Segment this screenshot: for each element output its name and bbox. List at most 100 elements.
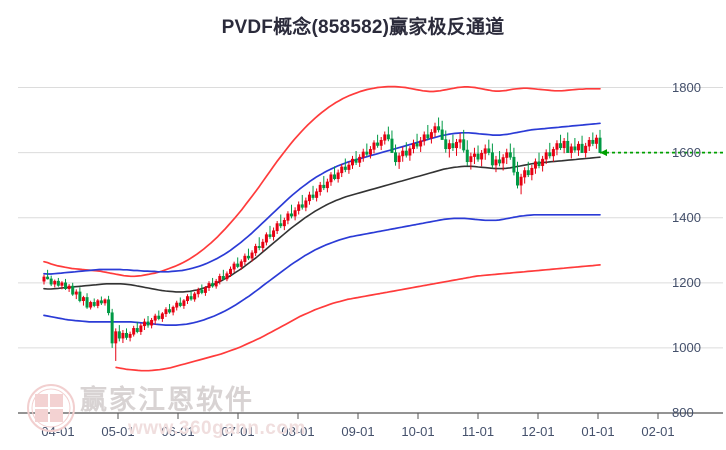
candle-body bbox=[92, 302, 96, 306]
candle-body bbox=[440, 129, 444, 140]
candle-body bbox=[78, 291, 82, 302]
candle-body bbox=[239, 261, 243, 267]
x-axis-tick-label: 02-01 bbox=[641, 424, 675, 439]
candle-body bbox=[397, 155, 401, 163]
candle-body bbox=[512, 156, 516, 173]
candle-body bbox=[483, 148, 487, 154]
candle-body bbox=[264, 234, 268, 243]
candle-body bbox=[132, 328, 136, 335]
candle-body bbox=[307, 194, 311, 202]
candle-body bbox=[175, 302, 179, 308]
candle-body bbox=[125, 332, 129, 338]
band-line bbox=[115, 264, 601, 372]
candle-body bbox=[279, 223, 283, 227]
candle-body bbox=[110, 312, 114, 344]
candle-body bbox=[139, 325, 143, 332]
candle-body bbox=[150, 319, 154, 326]
candle-body bbox=[576, 143, 580, 151]
candle-body bbox=[117, 331, 121, 339]
candle-body bbox=[268, 234, 272, 237]
candle-body bbox=[236, 263, 240, 267]
candle-body bbox=[49, 278, 53, 285]
candle-body bbox=[64, 282, 68, 289]
candle-body bbox=[548, 152, 552, 157]
candle-body bbox=[103, 299, 107, 304]
band-line bbox=[43, 85, 601, 278]
candle-body bbox=[523, 170, 527, 178]
candle-body bbox=[207, 283, 211, 289]
y-axis-tick-label: 1600 bbox=[672, 144, 701, 160]
candle-body bbox=[157, 315, 161, 319]
candle-body bbox=[71, 285, 75, 295]
candle-body bbox=[566, 140, 570, 153]
candle-body bbox=[390, 138, 394, 153]
candle-body bbox=[433, 126, 437, 133]
candle-body bbox=[411, 143, 415, 150]
candle-body bbox=[379, 139, 383, 146]
candle-body bbox=[42, 276, 46, 282]
candle-body bbox=[272, 230, 276, 237]
candle-body bbox=[275, 223, 279, 232]
candle-body bbox=[447, 143, 451, 150]
candle-body bbox=[60, 282, 64, 286]
candle-body bbox=[67, 285, 71, 289]
candle-body bbox=[354, 158, 358, 163]
candle-body bbox=[300, 204, 304, 208]
candle-body bbox=[472, 153, 476, 157]
candle-body bbox=[383, 134, 387, 141]
candle-body bbox=[480, 152, 484, 160]
candle-body bbox=[519, 176, 523, 186]
candle-body bbox=[232, 263, 236, 270]
candle-body bbox=[282, 220, 286, 227]
candle-body bbox=[286, 213, 290, 221]
candle-body bbox=[160, 313, 164, 319]
candle-body bbox=[573, 146, 577, 151]
chart-canvas[interactable] bbox=[18, 55, 723, 419]
candle-body bbox=[164, 309, 168, 315]
candle-body bbox=[85, 297, 89, 308]
candle-body bbox=[318, 184, 322, 192]
candle-body bbox=[584, 145, 588, 153]
candle-body bbox=[246, 255, 250, 259]
candle-body bbox=[476, 153, 480, 160]
candle-body bbox=[182, 300, 186, 306]
candle-body bbox=[250, 252, 254, 259]
page-title: PVDF概念(858582)赢家极反通道 bbox=[221, 17, 505, 38]
candle-body bbox=[185, 296, 189, 302]
candle-body bbox=[99, 300, 103, 304]
candle-body bbox=[415, 143, 419, 147]
x-axis-tick-label: 08-01 bbox=[281, 424, 315, 439]
candle-body bbox=[211, 283, 215, 287]
candle-body bbox=[368, 149, 372, 155]
x-axis-tick-label: 11-01 bbox=[461, 424, 495, 439]
x-axis-tick-label: 09-01 bbox=[341, 424, 375, 439]
candle-body bbox=[422, 134, 426, 142]
candle-body bbox=[243, 255, 247, 262]
candle-body bbox=[437, 126, 441, 131]
candle-body bbox=[404, 150, 408, 156]
candle-body bbox=[358, 156, 362, 163]
x-axis-tick-label: 07-01 bbox=[221, 424, 255, 439]
candle-body bbox=[229, 268, 233, 275]
y-axis-tick-label: 1200 bbox=[672, 274, 701, 290]
candle-body bbox=[372, 142, 376, 150]
candle-body bbox=[591, 139, 595, 144]
candle-body bbox=[261, 241, 265, 248]
candle-body bbox=[551, 149, 555, 157]
candle-body bbox=[325, 181, 329, 189]
candle-body bbox=[505, 152, 509, 158]
y-axis-tick-label: 1400 bbox=[672, 209, 701, 225]
candle-body bbox=[189, 296, 193, 300]
candle-body bbox=[465, 149, 469, 163]
candle-body bbox=[537, 161, 541, 166]
candle-body bbox=[193, 293, 197, 300]
y-axis-tick-label: 800 bbox=[672, 405, 694, 420]
candle-body bbox=[562, 140, 566, 149]
candle-body bbox=[376, 142, 380, 146]
candle-body bbox=[494, 159, 498, 166]
candle-body bbox=[594, 137, 598, 144]
candle-body bbox=[171, 306, 175, 313]
plot-area[interactable] bbox=[18, 55, 723, 419]
candle-body bbox=[444, 139, 448, 150]
